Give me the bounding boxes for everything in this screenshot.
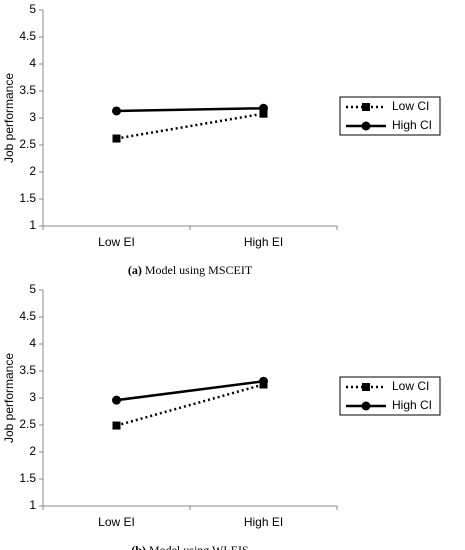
marker [112, 421, 121, 430]
caption: (a) Model using MSCEIT [128, 263, 253, 277]
marker [361, 401, 371, 411]
line [116, 107, 264, 113]
marker [362, 103, 370, 111]
y-tick-label: 5 [29, 2, 36, 16]
caption-text: Model using WLEIS [149, 543, 249, 550]
y-tick-label: 3.5 [19, 363, 36, 377]
x-tick-label: High EI [244, 235, 283, 249]
y-tick-label: 5 [29, 282, 36, 296]
marker [259, 109, 268, 118]
marker [112, 395, 121, 405]
marker [259, 103, 268, 113]
y-tick-label: 4.5 [19, 309, 36, 323]
y-tick-label: 3 [29, 110, 36, 124]
y-tick-label: 1.5 [19, 471, 36, 485]
legend-box [339, 376, 441, 416]
y-tick-label: 2 [29, 164, 36, 178]
marker [112, 106, 121, 116]
y-tick-label: 2.5 [19, 137, 36, 151]
legend-box [339, 96, 441, 136]
y-axis-title: Job performance [2, 73, 16, 163]
y-tick-label: 4.5 [19, 29, 36, 43]
legend-label: High CI [392, 118, 432, 132]
marker [361, 121, 371, 131]
marker [362, 383, 370, 391]
marker [112, 134, 121, 143]
y-tick-label: 1 [29, 498, 36, 512]
y-tick-label: 4 [29, 56, 36, 70]
y-tick-label: 2 [29, 444, 36, 458]
x-tick-label: High EI [244, 515, 283, 529]
legend-label: High CI [392, 398, 432, 412]
caption-label: (a) [128, 263, 142, 277]
line [116, 380, 264, 402]
chart: Job performance 1 1.5 2 2.5 3 3.5 4 4.5 5 Low EI Hi… [2, 2, 441, 277]
y-tick-label: 3.5 [19, 83, 36, 97]
y-tick-label: 1.5 [19, 191, 36, 205]
y-tick-label: 3 [29, 390, 36, 404]
y-tick-label: 1 [29, 218, 36, 232]
y-tick-label: 2.5 [19, 417, 36, 431]
x-tick-label: Low EI [98, 515, 135, 529]
line [116, 383, 264, 427]
y-tick-label: 4 [29, 336, 36, 350]
x-tick-label: Low EI [98, 235, 135, 249]
legend-label: Low CI [392, 379, 429, 393]
chart: Job performance 1 1.5 2 2.5 3 3.5 4 4.5 5 Low EI Hi… [2, 282, 441, 550]
legend-label: Low CI [392, 99, 429, 113]
caption: (b) Model using WLEIS [131, 543, 248, 550]
y-axis-title: Job performance [2, 353, 16, 443]
caption-label: (b) [131, 543, 146, 550]
marker [259, 376, 268, 386]
caption-text: Model using MSCEIT [145, 263, 253, 277]
line [116, 112, 264, 140]
